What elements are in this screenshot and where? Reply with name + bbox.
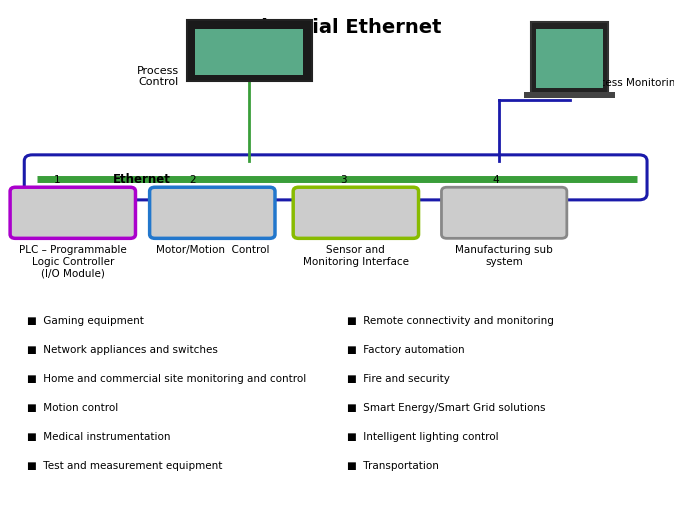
Text: ■  Home and commercial site monitoring and control: ■ Home and commercial site monitoring an… (27, 373, 306, 383)
Text: 3: 3 (340, 174, 347, 184)
Text: 4: 4 (492, 174, 499, 184)
Bar (524, 92, 615, 98)
Text: Sensor and
Monitoring Interface: Sensor and Monitoring Interface (303, 245, 409, 267)
FancyBboxPatch shape (293, 188, 419, 239)
Text: Industrial Ethernet: Industrial Ethernet (233, 18, 441, 37)
FancyBboxPatch shape (10, 188, 135, 239)
FancyBboxPatch shape (24, 156, 647, 200)
FancyBboxPatch shape (441, 188, 567, 239)
Text: ■  Test and measurement equipment: ■ Test and measurement equipment (27, 460, 222, 470)
Text: Process Monitoring: Process Monitoring (583, 78, 674, 88)
Text: ■  Network appliances and switches: ■ Network appliances and switches (27, 344, 218, 355)
Bar (195, 30, 303, 76)
Text: ■  Fire and security: ■ Fire and security (347, 373, 450, 383)
Bar (531, 23, 608, 93)
Text: ■  Smart Energy/Smart Grid solutions: ■ Smart Energy/Smart Grid solutions (347, 402, 546, 412)
Bar (537, 30, 603, 88)
Text: 2: 2 (189, 174, 195, 184)
Text: Manufacturing sub
system: Manufacturing sub system (455, 245, 553, 267)
Text: ■  Motion control: ■ Motion control (27, 402, 118, 412)
Text: ■  Factory automation: ■ Factory automation (347, 344, 465, 355)
Text: ■  Gaming equipment: ■ Gaming equipment (27, 316, 144, 326)
Text: PLC – Programmable
Logic Controller
(I/O Module): PLC – Programmable Logic Controller (I/O… (19, 245, 127, 278)
Text: ■  Remote connectivity and monitoring: ■ Remote connectivity and monitoring (347, 316, 554, 326)
Text: ■  Intelligent lighting control: ■ Intelligent lighting control (347, 431, 499, 441)
Text: 1: 1 (54, 174, 61, 184)
Text: ■  Transportation: ■ Transportation (347, 460, 439, 470)
Text: Process
Control: Process Control (137, 66, 179, 87)
Text: Ethernet: Ethernet (113, 173, 171, 186)
FancyBboxPatch shape (150, 188, 275, 239)
Text: ■  Medical instrumentation: ■ Medical instrumentation (27, 431, 171, 441)
Text: Motor/Motion  Control: Motor/Motion Control (156, 245, 269, 255)
FancyBboxPatch shape (187, 21, 312, 82)
